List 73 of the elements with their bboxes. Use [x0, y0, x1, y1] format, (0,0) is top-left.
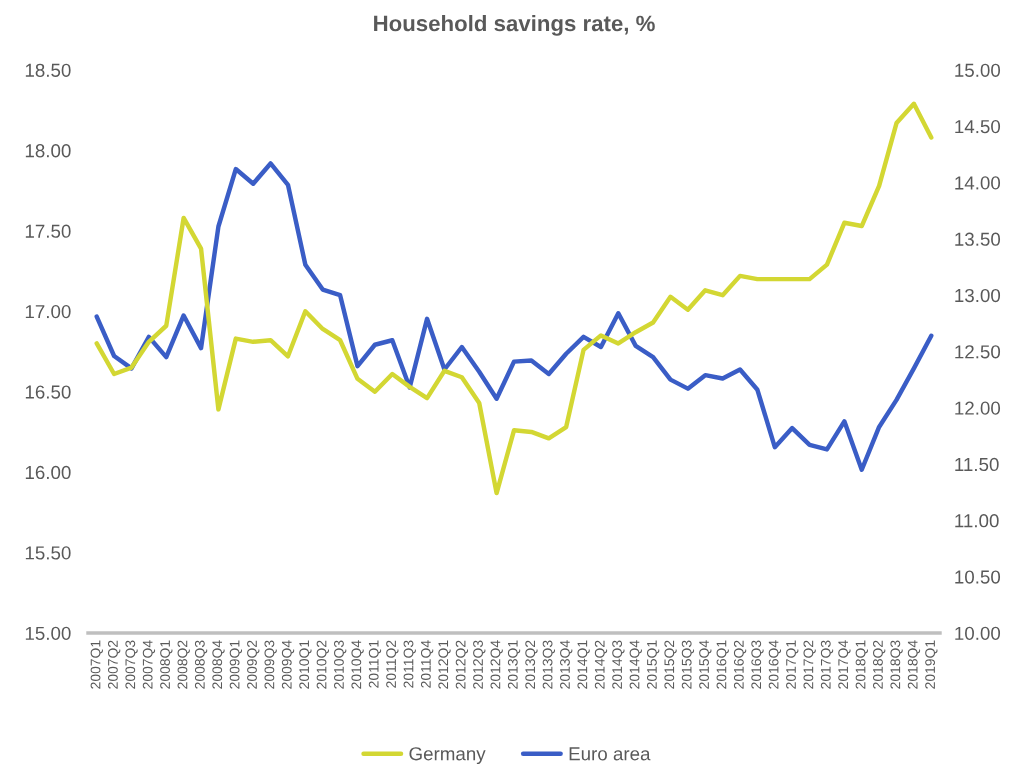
x-tick-label: 2013Q1 — [507, 640, 521, 689]
x-tick-label: 2018Q1 — [855, 640, 868, 689]
x-tick-label: 2010Q4 — [351, 640, 364, 689]
x-tick-label: 2007Q4 — [142, 640, 156, 689]
x-tick-label: 2008Q3 — [194, 640, 208, 689]
x-tick-label: 2007Q2 — [107, 640, 121, 689]
y-tick-label: 18.50 — [25, 63, 71, 77]
x-tick-label: 2016Q4 — [768, 640, 782, 689]
line-series — [94, 161, 934, 472]
y2-tick-label: 11.50 — [955, 457, 999, 472]
x-tick-label: 2011Q2 — [386, 640, 399, 688]
x-tick-label: 2012Q1 — [438, 640, 451, 689]
x-tick-label: 2012Q2 — [455, 640, 469, 689]
legend-label: Euro area — [569, 747, 651, 761]
y2-tick-label: 12.00 — [955, 401, 1001, 415]
x-tick-label: 2016Q2 — [733, 640, 747, 689]
x-tick-label: 2016Q1 — [716, 640, 729, 689]
y-tick-label: 15.00 — [25, 626, 71, 640]
y2-tick-label: 13.50 — [955, 232, 1001, 246]
x-tick-label: 2015Q3 — [681, 640, 695, 689]
x-tick-label: 2018Q4 — [907, 640, 921, 689]
x-tick-label: 2009Q2 — [247, 640, 260, 689]
y2-tick-label: 14.50 — [955, 119, 1001, 134]
y-tick-label: 18.00 — [25, 144, 71, 158]
chart-title: Household savings rate, % — [374, 14, 655, 36]
x-tick-label: 2014Q1 — [577, 640, 590, 689]
x-tick-label: 2010Q2 — [316, 640, 329, 689]
x-tick-label: 2019Q1 — [925, 640, 938, 689]
y2-tick-label: 11.00 — [955, 514, 999, 528]
y2-tick-label: 15.00 — [955, 63, 1001, 77]
x-tick-label: 2014Q3 — [612, 640, 625, 689]
x-tick-label: 2013Q2 — [525, 640, 538, 689]
x-tick-label: 2010Q3 — [334, 640, 347, 689]
y-tick-label: 17.50 — [25, 224, 71, 238]
x-tick-label: 2015Q1 — [646, 640, 660, 689]
y-tick-label: 16.00 — [25, 465, 71, 480]
x-tick-label: 2014Q4 — [629, 640, 642, 689]
x-tick-label: 2009Q3 — [264, 640, 277, 689]
x-tick-label: 2009Q1 — [229, 640, 243, 689]
x-tick-label: 2011Q3 — [403, 640, 416, 688]
x-tick-label: 2013Q4 — [560, 640, 573, 689]
legend-label: Germany — [409, 747, 486, 765]
y2-tick-label: 10.50 — [955, 570, 1001, 584]
x-tick-label: 2018Q3 — [890, 640, 903, 689]
y-tick-label: 15.50 — [25, 546, 71, 560]
x-tick-label: 2012Q4 — [490, 640, 503, 689]
x-tick-label: 2011Q4 — [420, 640, 434, 688]
y-tick-label: 17.00 — [25, 304, 71, 319]
x-tick-label: 2008Q2 — [177, 640, 190, 689]
y-tick-label: 16.50 — [25, 385, 71, 399]
x-tick-label: 2015Q2 — [664, 640, 677, 689]
x-tick-label: 2015Q4 — [699, 640, 712, 689]
x-tick-label: 2014Q2 — [594, 640, 608, 689]
x-tick-label: 2007Q3 — [125, 640, 138, 689]
y2-tick-label: 13.00 — [955, 288, 1001, 303]
x-tick-label: 2012Q3 — [473, 640, 486, 689]
x-tick-label: 2010Q1 — [299, 640, 312, 689]
x-tick-label: 2008Q1 — [160, 640, 173, 689]
line-series — [94, 101, 934, 496]
x-tick-label: 2017Q3 — [820, 640, 834, 689]
x-tick-label: 2013Q3 — [542, 640, 555, 689]
y2-tick-label: 14.00 — [955, 176, 1001, 190]
y2-tick-label: 12.50 — [955, 345, 1001, 359]
x-tick-label: 2011Q1 — [368, 640, 382, 688]
x-tick-label: 2009Q4 — [281, 640, 295, 689]
x-tick-label: 2018Q2 — [873, 640, 886, 689]
y2-tick-label: 10.00 — [955, 626, 1001, 640]
x-tick-label: 2017Q2 — [803, 640, 816, 689]
x-tick-label: 2007Q1 — [90, 640, 103, 689]
x-tick-label: 2016Q3 — [751, 640, 764, 689]
x-tick-label: 2017Q4 — [838, 640, 851, 689]
x-tick-label: 2017Q1 — [786, 640, 799, 689]
x-tick-label: 2008Q4 — [212, 640, 225, 689]
